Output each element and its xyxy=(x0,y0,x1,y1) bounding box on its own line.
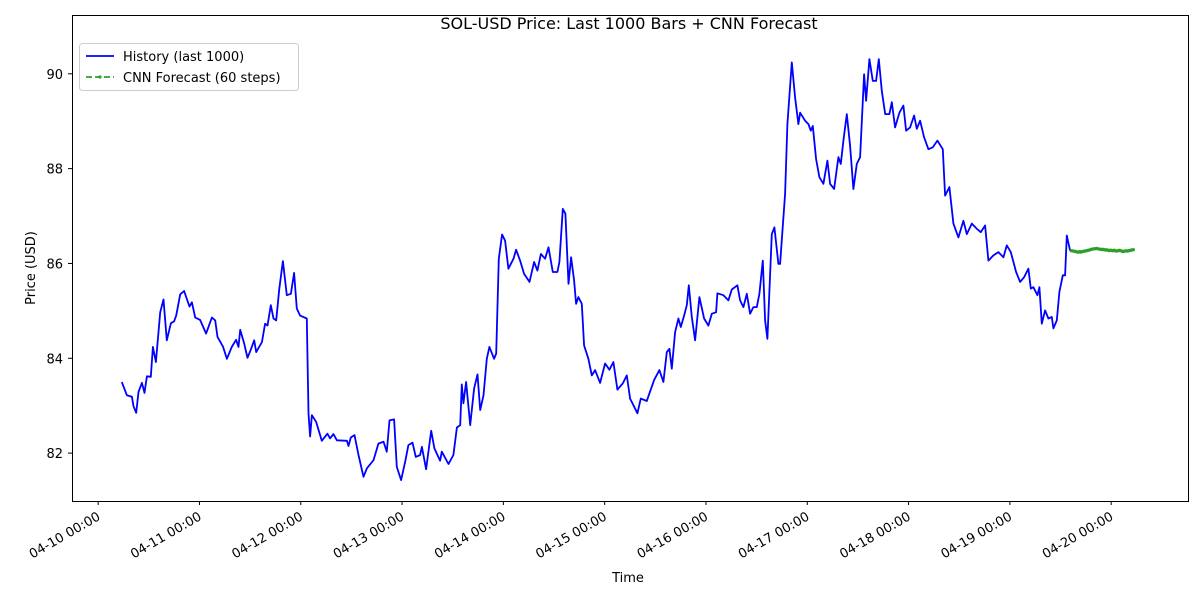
legend: History (last 1000) CNN Forecast (60 ste… xyxy=(79,43,299,91)
y-tick-label: 86 xyxy=(46,257,63,272)
x-axis-label: Time xyxy=(611,571,644,586)
y-axis: 82 84 86 88 90 xyxy=(46,68,72,462)
chart-title: SOL-USD Price: Last 1000 Bars + CNN Fore… xyxy=(440,14,817,33)
legend-forecast-label: CNN Forecast (60 steps) xyxy=(123,71,281,86)
series-layer xyxy=(120,58,1135,481)
y-tick-label: 88 xyxy=(46,163,63,178)
y-tick-label: 90 xyxy=(46,68,63,83)
plot-frame xyxy=(72,15,1189,502)
forecast-point xyxy=(1131,248,1135,252)
y-tick-label: 84 xyxy=(46,352,63,367)
legend-forecast-marker xyxy=(98,75,102,79)
y-axis-label: Price (USD) xyxy=(24,231,39,305)
legend-box xyxy=(79,43,299,91)
legend-history-label: History (last 1000) xyxy=(123,50,244,65)
history-line xyxy=(120,58,1071,481)
y-tick-label: 82 xyxy=(46,447,63,462)
